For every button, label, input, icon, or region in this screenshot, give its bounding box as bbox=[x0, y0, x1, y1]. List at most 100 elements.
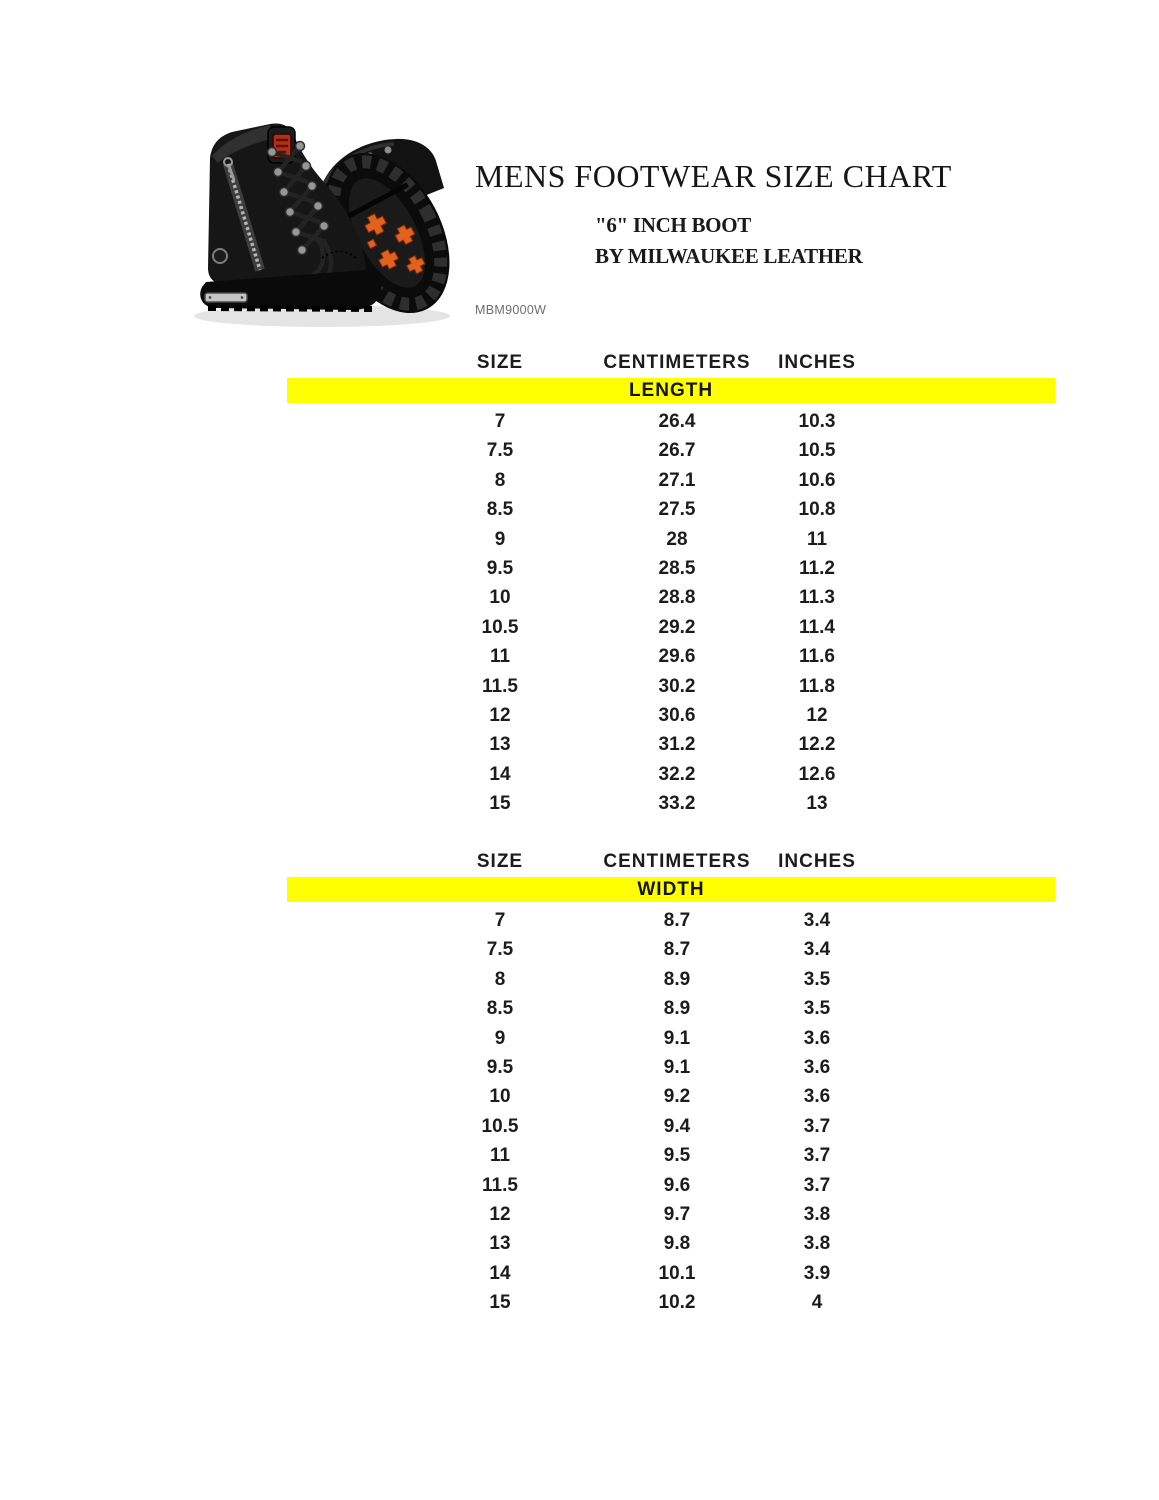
inches-cell: 3.4 bbox=[803, 939, 831, 961]
centimeters-cell: 9.8 bbox=[663, 1233, 691, 1255]
width-table: SIZE CENTIMETERS INCHES WIDTH 7 8.7 3.4 7.5… bbox=[287, 851, 1055, 1317]
subtitle-brand: BY MILWAUKEE LEATHER bbox=[595, 244, 863, 268]
table-rows: 7 8.7 3.4 7.5 8.7 3.4 8 8.9 3.5 8.5 8.9 3.5 9 9.1 3.6 9… bbox=[287, 906, 1055, 1317]
boot-outsole bbox=[200, 270, 382, 312]
size-cell: 12 bbox=[489, 1203, 511, 1225]
size-cell: 8.5 bbox=[486, 499, 514, 521]
table-row: 10.5 29.2 11.4 bbox=[287, 613, 1055, 642]
inches-cell: 12.2 bbox=[798, 734, 836, 756]
table-row: 7 26.4 10.3 bbox=[287, 407, 1055, 436]
inches-cell: 3.6 bbox=[803, 1086, 831, 1108]
size-cell: 12 bbox=[489, 704, 511, 726]
table-row: 8.5 8.9 3.5 bbox=[287, 994, 1055, 1023]
inches-cell: 11.2 bbox=[799, 557, 835, 579]
size-cell: 10 bbox=[489, 587, 511, 609]
width-section-band: WIDTH bbox=[287, 877, 1055, 902]
size-cell: 10 bbox=[489, 1086, 511, 1108]
inches-cell: 3.6 bbox=[803, 1056, 831, 1078]
length-table: SIZE CENTIMETERS INCHES LENGTH 7 26.4 10.3… bbox=[287, 352, 1055, 818]
size-cell: 13 bbox=[489, 1233, 511, 1255]
size-cell: 9 bbox=[494, 528, 506, 550]
centimeters-cell: 8.7 bbox=[663, 910, 691, 931]
inches-cell: 12 bbox=[806, 704, 828, 726]
inches-cell: 3.7 bbox=[803, 1115, 831, 1137]
inches-cell: 11.8 bbox=[799, 675, 835, 697]
size-cell: 7 bbox=[494, 910, 506, 931]
size-cell: 11 bbox=[489, 646, 511, 668]
size-cell: 11.5 bbox=[482, 1174, 518, 1196]
inches-cell: 11.4 bbox=[799, 616, 835, 638]
table-row: 15 10.2 4 bbox=[287, 1288, 1055, 1317]
inches-cell: 13 bbox=[806, 793, 828, 815]
orange-lugs bbox=[364, 212, 426, 275]
table-row: 11 9.5 3.7 bbox=[287, 1141, 1055, 1170]
size-cell: 15 bbox=[489, 793, 511, 815]
size-cell: 13 bbox=[489, 734, 511, 756]
subtitle-boot-type: "6" INCH BOOT bbox=[595, 213, 751, 237]
table-row: 11.5 30.2 11.8 bbox=[287, 672, 1055, 701]
size-cell: 7.5 bbox=[486, 440, 514, 462]
size-cell: 10.5 bbox=[481, 1115, 519, 1137]
centimeters-cell: 10.1 bbox=[658, 1262, 696, 1284]
inches-cell: 3.5 bbox=[803, 998, 831, 1020]
table-row: 14 32.2 12.6 bbox=[287, 760, 1055, 789]
centimeters-cell: 27.5 bbox=[658, 499, 696, 521]
centimeters-cell: 9.7 bbox=[663, 1203, 691, 1225]
width-table-header: SIZE CENTIMETERS INCHES bbox=[287, 851, 1055, 877]
product-subtitle: "6" INCH BOOT BY MILWAUKEE LEATHER bbox=[595, 210, 863, 272]
centimeters-cell: 28.8 bbox=[658, 587, 696, 609]
centimeters-cell: 8.9 bbox=[663, 968, 691, 990]
size-cell: 15 bbox=[489, 1292, 511, 1314]
size-cell: 9 bbox=[494, 1027, 506, 1049]
inches-column-header: INCHES bbox=[778, 352, 856, 373]
table-row: 13 9.8 3.8 bbox=[287, 1229, 1055, 1258]
page-title: MENS FOOTWEAR SIZE CHART bbox=[475, 158, 952, 194]
inches-cell: 3.8 bbox=[803, 1233, 831, 1255]
centimeters-cell: 30.2 bbox=[658, 675, 696, 697]
length-table-header: SIZE CENTIMETERS INCHES bbox=[287, 352, 1055, 378]
table-row: 11 29.6 11.6 bbox=[287, 642, 1055, 671]
centimeters-cell: 9.5 bbox=[663, 1145, 691, 1167]
boot-product-image bbox=[194, 123, 450, 327]
centimeters-cell: 32.2 bbox=[658, 763, 696, 785]
table-row: 9.5 9.1 3.6 bbox=[287, 1053, 1055, 1082]
centimeters-column-header: CENTIMETERS bbox=[603, 352, 751, 373]
size-cell: 10.5 bbox=[481, 616, 519, 638]
table-row: 12 30.6 12 bbox=[287, 701, 1055, 730]
size-cell: 7 bbox=[494, 411, 506, 432]
table-rows: 7 26.4 10.3 7.5 26.7 10.5 8 27.1 10.6 8.5 27.5 10.8… bbox=[287, 407, 1055, 818]
size-cell: 9.5 bbox=[486, 557, 514, 579]
centimeters-cell: 8.7 bbox=[663, 939, 691, 961]
table-row: 15 33.2 13 bbox=[287, 789, 1055, 818]
centimeters-cell: 29.6 bbox=[658, 646, 696, 668]
table-row: 12 9.7 3.8 bbox=[287, 1200, 1055, 1229]
inches-cell: 3.7 bbox=[803, 1145, 831, 1167]
table-row: 8 27.1 10.6 bbox=[287, 466, 1055, 495]
centimeters-cell: 10.2 bbox=[658, 1292, 696, 1314]
table-row: 14 10.1 3.9 bbox=[287, 1259, 1055, 1288]
size-cell: 11 bbox=[489, 1145, 511, 1167]
inches-cell: 11.6 bbox=[799, 646, 835, 668]
centimeters-cell: 9.1 bbox=[663, 1027, 691, 1049]
inches-cell: 10.6 bbox=[798, 469, 836, 491]
size-cell: 8.5 bbox=[486, 998, 514, 1020]
inches-cell: 3.8 bbox=[803, 1203, 831, 1225]
model-code: MBM9000W bbox=[475, 303, 547, 317]
boot-shadow bbox=[194, 305, 450, 327]
centimeters-cell: 29.2 bbox=[658, 616, 696, 638]
table-row: 9 9.1 3.6 bbox=[287, 1024, 1055, 1053]
centimeters-column-header: CENTIMETERS bbox=[603, 851, 751, 872]
boot-eyelets bbox=[266, 140, 330, 256]
table-row: 10 28.8 11.3 bbox=[287, 583, 1055, 612]
table-row: 10 9.2 3.6 bbox=[287, 1082, 1055, 1111]
boot-upright bbox=[200, 123, 382, 312]
centimeters-cell: 30.6 bbox=[658, 704, 696, 726]
centimeters-cell: 9.6 bbox=[663, 1174, 691, 1196]
centimeters-cell: 26.7 bbox=[658, 440, 696, 462]
size-cell: 14 bbox=[489, 763, 511, 785]
table-row: 8 8.9 3.5 bbox=[287, 965, 1055, 994]
inches-cell: 4 bbox=[811, 1292, 823, 1314]
inches-column-header: INCHES bbox=[778, 851, 856, 872]
table-row: 7 8.7 3.4 bbox=[287, 906, 1055, 935]
